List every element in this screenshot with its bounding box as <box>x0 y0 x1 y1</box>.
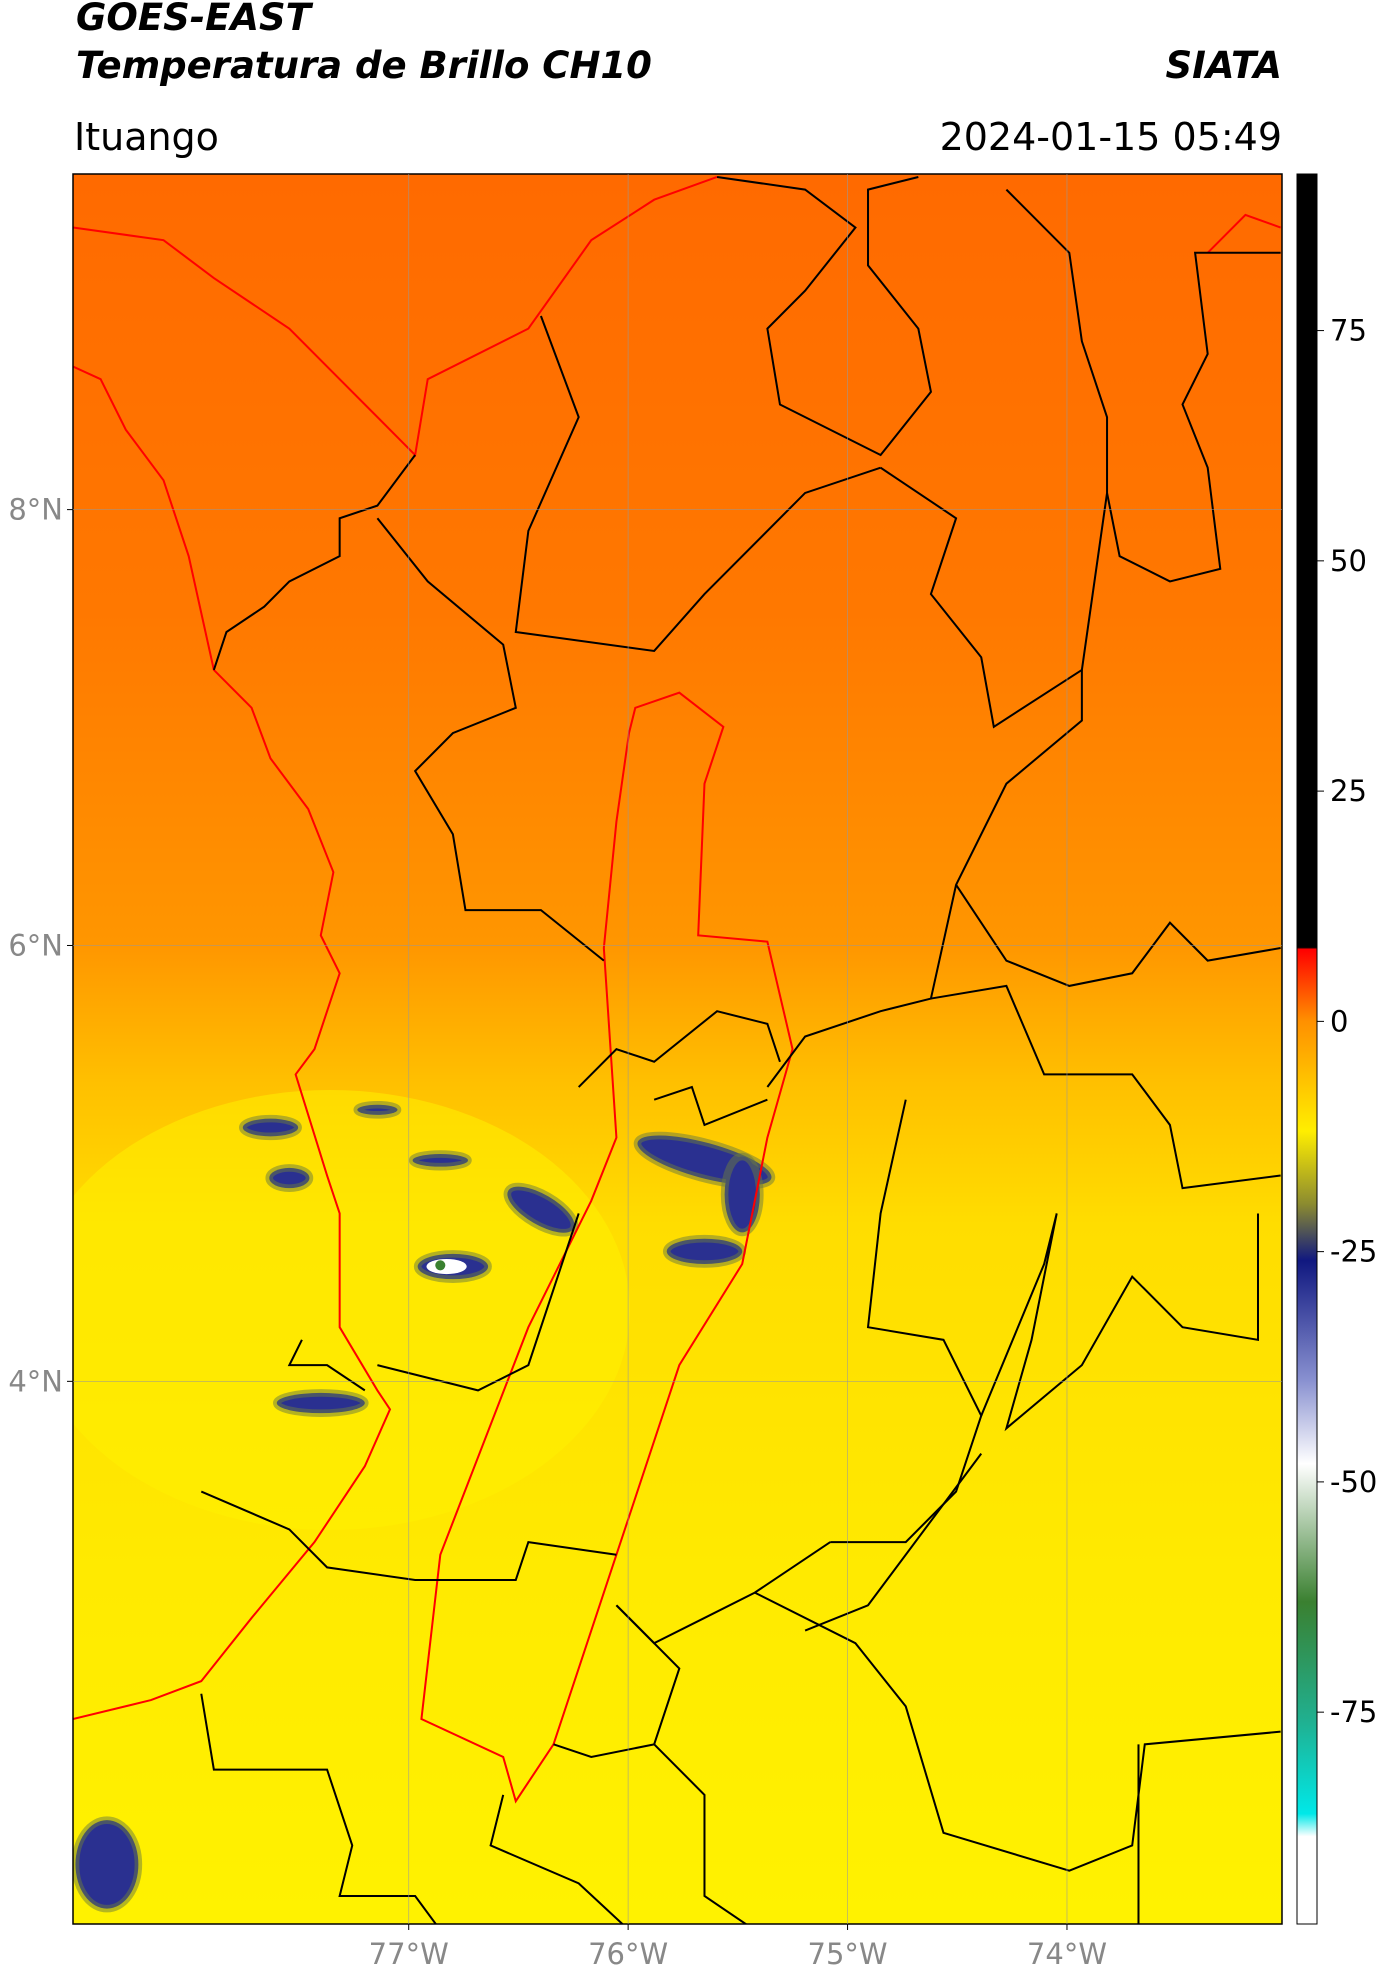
region: Ituango <box>74 115 219 159</box>
colorbar-tick-label: -25 <box>1330 1235 1377 1269</box>
cloud-core <box>435 1260 446 1271</box>
map-area <box>73 174 1282 1924</box>
y-tick-label: 8°N <box>8 493 63 527</box>
timestamp: 2024-01-15 05:49 <box>940 115 1282 159</box>
clouds <box>73 1100 776 1913</box>
warm-region <box>73 1090 630 1530</box>
boundaries <box>200 175 1281 1924</box>
colorbar-tick-label: -50 <box>1330 1465 1377 1499</box>
colorbar-tick-label: -75 <box>1330 1695 1377 1729</box>
colorbar-tick-label: 75 <box>1330 314 1367 348</box>
x-tick-label: 74°W <box>1027 1937 1107 1971</box>
cloud-core <box>426 1258 467 1275</box>
x-tick-label: 77°W <box>369 1937 449 1971</box>
x-tick-label: 75°W <box>808 1937 888 1971</box>
features <box>73 175 1281 1924</box>
map-frame <box>72 173 1283 1925</box>
colorbar <box>1296 173 1318 1925</box>
source: SIATA <box>1165 44 1282 87</box>
subtitle: Temperatura de Brillo CH10 <box>76 44 652 87</box>
colorbar-tick-label: 50 <box>1330 544 1367 578</box>
title: GOES-EAST <box>76 0 314 39</box>
x-tick-label: 76°W <box>588 1937 668 1971</box>
colorbar-tick-label: 0 <box>1330 1004 1348 1038</box>
y-tick-label: 6°N <box>8 928 63 962</box>
y-tick-label: 4°N <box>8 1364 63 1398</box>
colorbar-tick-label: 25 <box>1330 774 1367 808</box>
map-background <box>73 174 1282 1924</box>
